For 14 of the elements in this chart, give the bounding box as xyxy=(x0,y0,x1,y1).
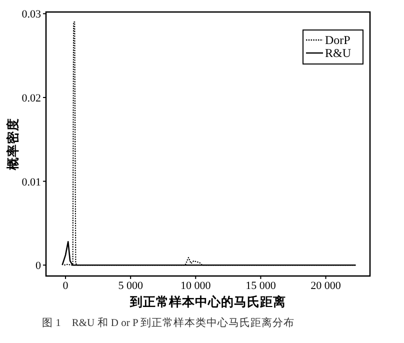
x-tick-label: 0 xyxy=(62,280,69,292)
x-tick-label: 5 000 xyxy=(118,280,144,292)
y-tick-label: 0.01 xyxy=(22,176,41,188)
x-axis-title: 到正常样本中心的马氏距离 xyxy=(129,294,286,309)
caption: 图 1 R&U 和 D or P 到正常样本类中心马氏距离分布 xyxy=(42,316,295,329)
y-tick-label: 0.03 xyxy=(22,8,42,21)
y-axis-title: 概率密度 xyxy=(5,118,20,171)
x-tick-label: 20 000 xyxy=(310,280,342,292)
legend-label: DorP xyxy=(325,33,351,47)
x-tick-label: 10 000 xyxy=(180,280,212,292)
x-tick-label: 15 000 xyxy=(246,280,276,292)
y-tick-label: 0.02 xyxy=(22,92,41,104)
legend-label: R&U xyxy=(325,46,352,60)
y-tick-label: 0 xyxy=(36,260,42,272)
